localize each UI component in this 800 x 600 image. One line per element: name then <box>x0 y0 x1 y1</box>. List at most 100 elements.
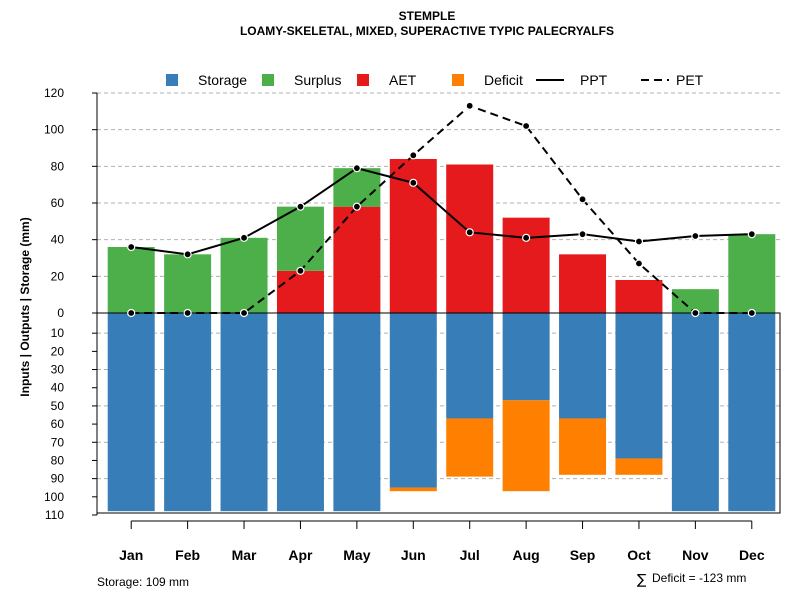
ppt-point <box>747 230 756 239</box>
legend-swatch-aet <box>357 74 369 86</box>
y-tick-label: 80 <box>51 159 65 173</box>
x-tick-label: Apr <box>288 547 313 563</box>
pet-line <box>131 104 752 314</box>
legend-label-ppt: PPT <box>580 72 608 88</box>
storage-bar <box>220 313 268 512</box>
surplus-bar <box>276 206 324 271</box>
x-axis: Jan Feb Mar Apr May Jun Jul Aug Sep Oct Nov Dec <box>119 520 765 563</box>
surplus-bar <box>164 254 212 313</box>
aet-bar <box>446 164 494 313</box>
aet-bar <box>502 217 550 313</box>
ppt-point <box>634 237 644 246</box>
x-tick-label: Sep <box>570 547 596 563</box>
pet-point <box>578 195 587 204</box>
ppt-point <box>578 230 587 239</box>
pet-point <box>522 121 531 131</box>
storage-bar <box>559 313 607 419</box>
legend-label-aet: AET <box>389 72 417 88</box>
lines <box>127 101 756 318</box>
y-tick-label: 90 <box>51 472 65 486</box>
pet-point <box>352 202 361 211</box>
pet-point <box>747 308 756 318</box>
deficit-total-label: Deficit = -123 mm <box>652 571 746 585</box>
surplus-bar <box>671 289 719 313</box>
ppt-point <box>239 233 249 242</box>
y-tick-label: 60 <box>51 417 65 431</box>
legend-label-storage: Storage <box>198 72 247 88</box>
legend-label-surplus: Surplus <box>294 72 341 88</box>
pet-point <box>634 259 644 268</box>
sigma-symbol: ∑ <box>637 572 647 588</box>
y-tick-label: 100 <box>44 123 64 137</box>
chart-subtitle: LOAMY-SKELETAL, MIXED, SUPERACTIVE TYPIC… <box>240 24 614 38</box>
y-tick-label: 20 <box>51 344 65 358</box>
pet-point <box>691 308 700 318</box>
storage-bar <box>389 313 437 488</box>
x-tick-label: Jan <box>119 547 143 563</box>
pet-point <box>409 151 418 160</box>
x-tick-label: Jul <box>460 547 480 563</box>
legend-swatch-surplus <box>262 74 274 86</box>
deficit-bar <box>389 487 437 492</box>
ppt-point <box>522 233 531 242</box>
pet-point <box>465 101 474 110</box>
x-tick-label: May <box>343 547 370 563</box>
storage-bar <box>446 313 494 419</box>
pet-point <box>183 308 192 318</box>
y-tick-label: 30 <box>51 363 65 377</box>
y-tick-label: 40 <box>51 233 65 247</box>
y-tick-label: 40 <box>51 381 65 395</box>
y-tick-label: 20 <box>51 269 65 283</box>
surplus-bar <box>333 168 381 207</box>
deficit-bar <box>559 418 607 475</box>
pet-point <box>127 308 136 318</box>
x-tick-label: Oct <box>627 547 651 563</box>
legend: Storage Surplus AET Deficit PPT PET <box>166 72 704 88</box>
aet-bar <box>333 206 381 313</box>
legend-label-pet: PET <box>676 72 704 88</box>
deficit-bar <box>446 418 494 477</box>
y-tick-label: 70 <box>51 435 65 449</box>
x-tick-label: Nov <box>682 547 709 563</box>
y-tick-label: 0 <box>57 306 64 320</box>
y-tick-label: 110 <box>45 508 64 522</box>
storage-total-label: Storage: 109 mm <box>97 575 189 589</box>
x-tick-label: Aug <box>513 547 540 563</box>
y-tick-label: 60 <box>51 196 65 210</box>
ppt-point <box>296 202 305 211</box>
y-tick-label: 120 <box>44 86 64 100</box>
legend-swatch-storage <box>166 74 178 86</box>
pet-point <box>296 266 305 275</box>
storage-bar <box>671 313 719 512</box>
aet-bar <box>276 270 324 313</box>
legend-label-deficit: Deficit <box>484 72 523 88</box>
legend-swatch-deficit <box>452 74 464 86</box>
surplus-bar <box>728 234 776 313</box>
aet-bar <box>559 254 607 313</box>
storage-bar <box>502 313 550 401</box>
ppt-point <box>465 228 474 237</box>
storage-bar <box>276 313 324 512</box>
ppt-point <box>352 164 361 173</box>
storage-bar <box>615 313 663 459</box>
x-tick-label: Jun <box>401 547 426 563</box>
y-tick-label: 10 <box>51 326 65 340</box>
y-tick-label: 80 <box>51 453 65 467</box>
y-axis-label: Inputs | Outputs | Storage (mm) <box>18 217 32 396</box>
ppt-point <box>183 250 192 259</box>
x-tick-label: Feb <box>175 547 200 563</box>
storage-bar <box>107 313 155 512</box>
bars <box>107 159 776 512</box>
storage-bar <box>164 313 212 512</box>
aet-bar <box>615 280 663 313</box>
x-tick-label: Mar <box>232 547 257 563</box>
deficit-bar <box>615 458 663 475</box>
pet-point <box>239 308 249 318</box>
ppt-point <box>409 178 418 187</box>
chart-title: STEMPLE <box>399 9 456 23</box>
y-axis: 0 20 40 60 80 100 120 10 20 30 40 50 60 70 80 90 100 110 <box>44 86 98 522</box>
x-tick-label: Dec <box>739 547 765 563</box>
storage-bar <box>333 313 381 512</box>
y-tick-label: 100 <box>44 490 64 504</box>
